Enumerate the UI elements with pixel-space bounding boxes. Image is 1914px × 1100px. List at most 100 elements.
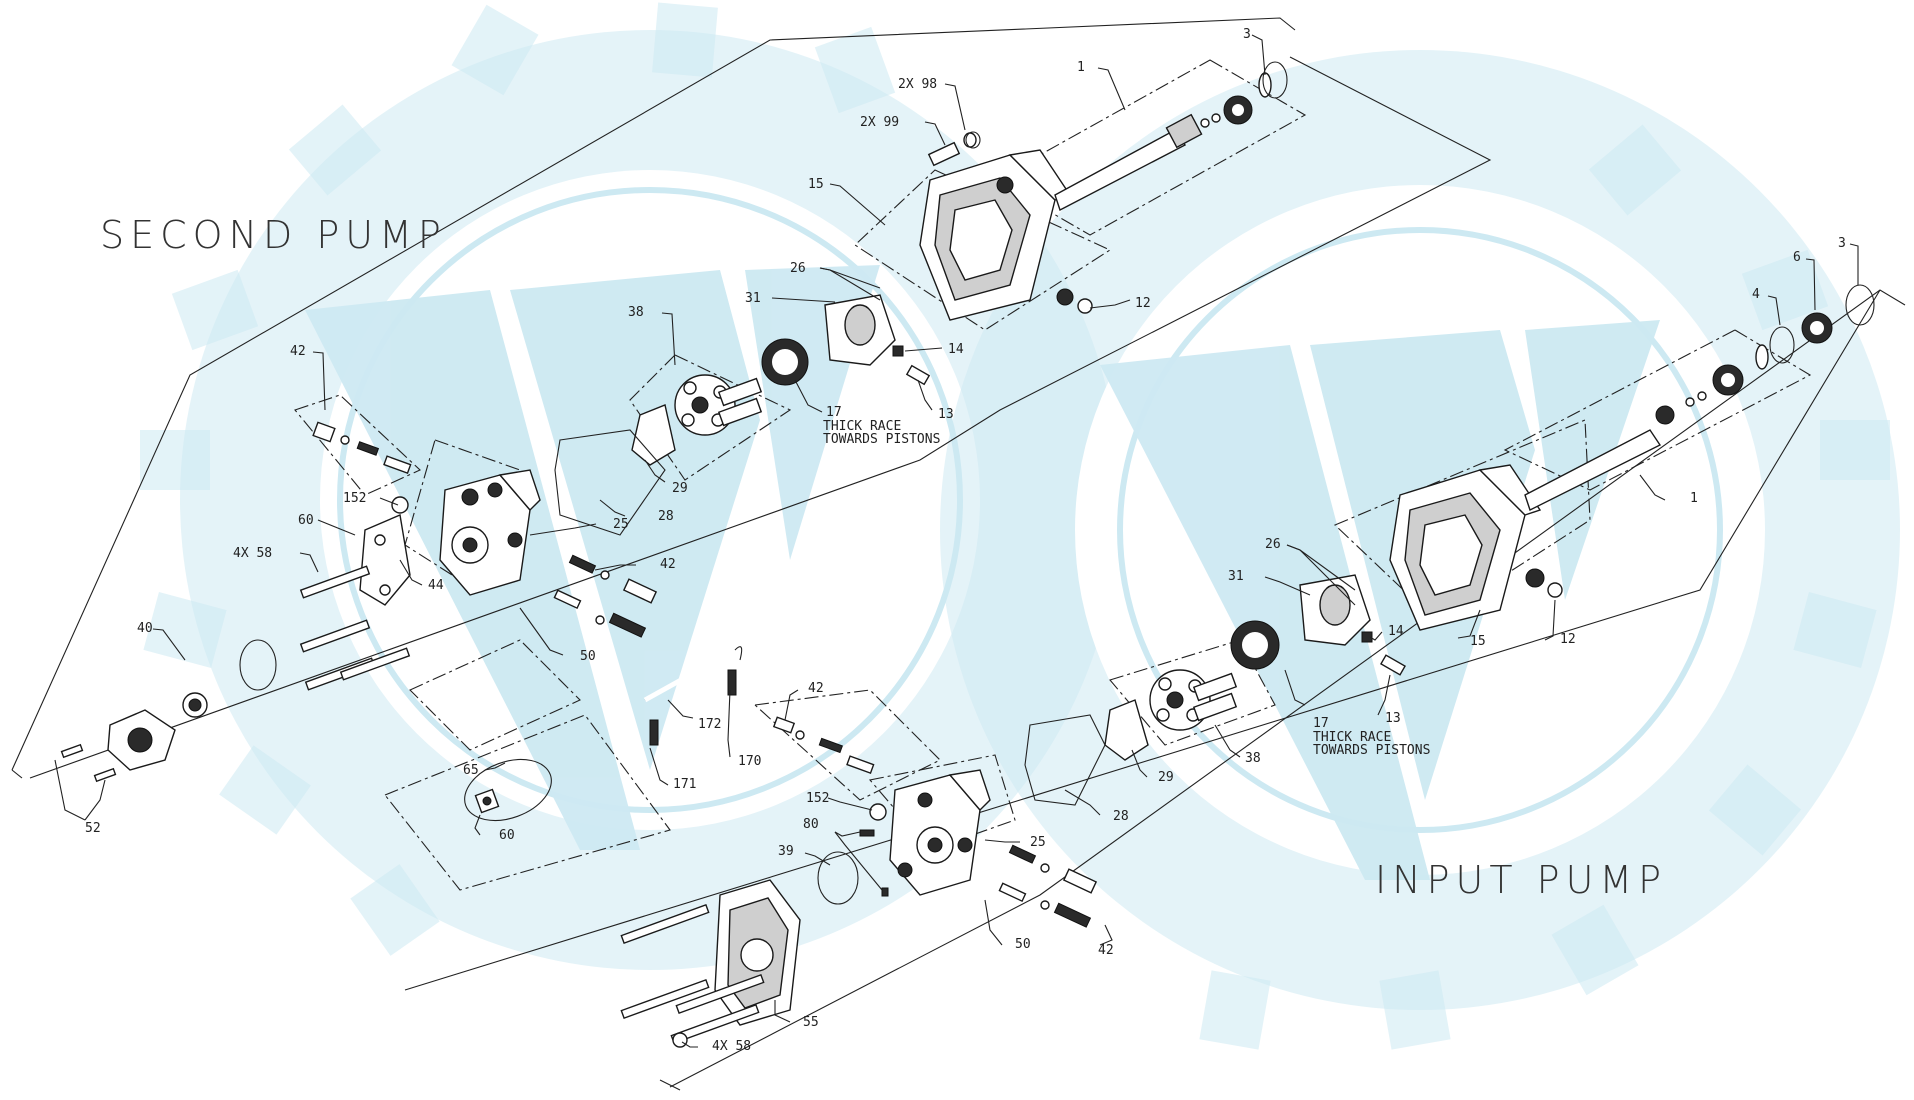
callout-31: 31 [1228,569,1244,584]
bracket-60-second [359,514,411,606]
oring-39 [817,851,859,905]
callout-14: 14 [948,342,964,357]
callout-labels: 3 1 2X 98 2X 99 15 26 31 12 38 14 13 17 … [85,27,1846,1054]
callout-171: 171 [673,777,696,792]
callout-25: 25 [1030,835,1046,850]
ring-4 [1769,326,1795,364]
callout-31: 31 [745,291,761,306]
note-towards-pistons: TOWARDS PISTONS [1313,743,1430,758]
callout-60: 60 [298,513,314,528]
callout-3: 3 [1838,236,1846,251]
endcap-25-input [889,769,991,896]
bearing-12-input [1525,568,1563,598]
callout-17: 17 [826,405,842,420]
note-towards-pistons: TOWARDS PISTONS [823,432,940,447]
gasket-28-input [1024,714,1106,806]
shaft-input [1524,344,1769,511]
pin-13-14-input [1361,631,1406,676]
callout-152: 152 [343,491,366,506]
callout-15: 15 [808,177,824,192]
note-thick-race: THICK RACE [1313,730,1391,745]
callout-42: 42 [808,681,824,696]
callout-65: 65 [463,763,479,778]
callout-50: 50 [580,649,596,664]
ring-3-input [1845,284,1875,326]
bearing-17-input [1230,620,1280,670]
callout-44: 44 [428,578,444,593]
housing-input [1389,464,1542,631]
callout-4: 4 [1752,287,1760,302]
callout-17: 17 [1313,716,1329,731]
swashplate-31-second [824,294,896,366]
leader-lines [54,34,1859,1048]
seal-6 [1801,312,1833,344]
callout-1: 1 [1690,491,1698,506]
endcap-25-second [439,469,541,596]
callout-80: 80 [803,817,819,832]
callout-40: 40 [137,621,153,636]
pin-80 [859,829,889,897]
callout-13: 13 [938,407,954,422]
valve-plate-29-second [631,404,676,466]
relief-valve-42-input [998,844,1098,928]
plug-152-second [391,496,409,514]
callout-58: 4X 58 [233,546,272,561]
hose-172 [643,646,743,746]
rotating-group-38-second [674,374,763,436]
ring-3-second [1262,61,1288,99]
callout-50: 50 [1015,937,1031,952]
oring-65 [464,758,552,822]
second-pump-title: SECOND PUMP [100,213,447,257]
callout-13: 13 [1385,711,1401,726]
bearing-17-second [761,338,809,386]
callout-6: 6 [1793,250,1801,265]
swashplate-31-input [1299,574,1371,646]
gasket-28-second [554,429,666,536]
callout-170: 170 [738,754,761,769]
callout-55: 55 [803,1015,819,1030]
bolt-58-input [620,903,765,1048]
callout-12: 12 [1560,632,1576,647]
rotating-group-38-input [1149,669,1238,731]
callout-28: 28 [658,509,674,524]
callout-42: 42 [1098,943,1114,958]
plug-152-input [869,803,887,821]
washer-98 [965,131,981,149]
callout-15: 15 [1470,634,1486,649]
input-pump-title: INPUT PUMP [1375,858,1667,902]
callout-12: 12 [1135,296,1151,311]
callout-3: 3 [1243,27,1251,42]
bearing-12-second [1056,288,1093,314]
callout-58: 4X 58 [712,1039,751,1054]
pin-13-14-second [892,345,931,386]
housing-second [919,149,1072,321]
callout-29: 29 [1158,770,1174,785]
note-thick-race: THICK RACE [823,419,901,434]
callout-38: 38 [1245,751,1261,766]
callout-152: 152 [806,791,829,806]
callout-42: 42 [290,344,306,359]
callout-26: 26 [1265,537,1281,552]
callout-39: 39 [778,844,794,859]
screw-52 [60,743,117,783]
callout-52: 52 [85,821,101,836]
callout-29: 29 [672,481,688,496]
callout-26: 26 [790,261,806,276]
callout-28: 28 [1113,809,1129,824]
callout-14: 14 [1388,624,1404,639]
section-outline-second-pump [11,17,1492,779]
bolt-58-second [299,565,411,691]
callout-25: 25 [613,517,629,532]
callout-38: 38 [628,305,644,320]
gear-watermark-icon [140,2,1900,1050]
callout-99: 2X 99 [860,115,899,130]
plug-42-input [772,716,875,775]
callout-60: 60 [499,828,515,843]
plug-42-second [312,421,412,475]
relief-valve-42-second [553,554,658,638]
callout-98: 2X 98 [898,77,937,92]
valve-plate-29-input [1104,699,1149,761]
cover-40-second [107,639,277,771]
